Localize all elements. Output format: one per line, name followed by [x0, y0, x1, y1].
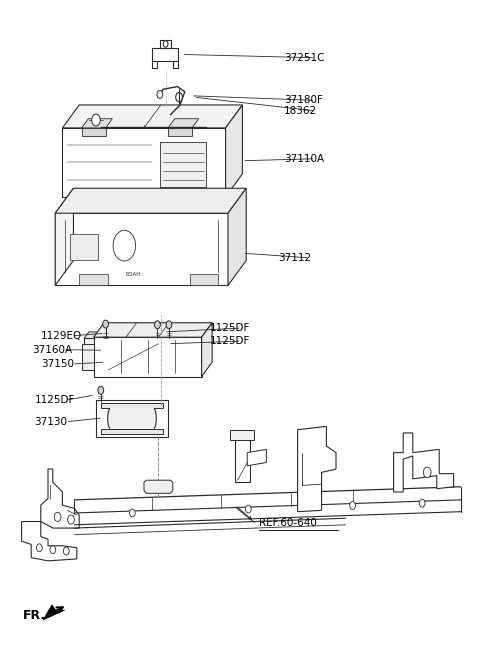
Circle shape	[176, 92, 182, 102]
Circle shape	[63, 547, 69, 555]
Polygon shape	[55, 188, 73, 285]
Polygon shape	[43, 605, 65, 620]
Polygon shape	[160, 40, 171, 48]
Text: FR.: FR.	[23, 609, 46, 622]
Text: EOAH: EOAH	[125, 272, 141, 277]
Circle shape	[157, 91, 163, 98]
Text: 37160A: 37160A	[32, 344, 72, 355]
Polygon shape	[62, 105, 242, 128]
Polygon shape	[22, 522, 77, 561]
Text: 18362: 18362	[284, 106, 317, 116]
Polygon shape	[228, 188, 246, 285]
Circle shape	[166, 321, 172, 329]
Circle shape	[163, 41, 168, 47]
Polygon shape	[298, 426, 336, 512]
Polygon shape	[168, 119, 199, 128]
Circle shape	[98, 386, 104, 394]
Circle shape	[420, 499, 425, 507]
Circle shape	[68, 515, 74, 524]
Text: 1125DF: 1125DF	[35, 395, 75, 405]
Polygon shape	[82, 119, 112, 128]
Polygon shape	[173, 61, 178, 68]
Ellipse shape	[108, 409, 113, 428]
Polygon shape	[84, 338, 110, 357]
Polygon shape	[202, 323, 212, 377]
Circle shape	[36, 544, 42, 552]
Text: 37251C: 37251C	[284, 52, 324, 63]
Text: 37150: 37150	[41, 359, 74, 369]
Bar	[82, 128, 106, 136]
Polygon shape	[152, 61, 157, 68]
Text: REF.60-640: REF.60-640	[259, 518, 317, 529]
Circle shape	[245, 505, 251, 513]
Circle shape	[155, 321, 160, 329]
Text: 1125DF: 1125DF	[210, 323, 251, 333]
Polygon shape	[152, 48, 178, 61]
Text: 37180F: 37180F	[284, 95, 323, 106]
Circle shape	[130, 509, 135, 517]
Text: 1129EQ: 1129EQ	[41, 331, 82, 341]
Polygon shape	[84, 332, 115, 338]
Text: 37110A: 37110A	[284, 154, 324, 164]
Text: 1125DF: 1125DF	[210, 336, 251, 346]
Bar	[70, 234, 98, 260]
Circle shape	[92, 114, 100, 126]
Polygon shape	[55, 213, 228, 285]
Circle shape	[423, 467, 431, 478]
Bar	[190, 274, 218, 285]
Bar	[79, 274, 108, 285]
Circle shape	[54, 512, 61, 522]
Polygon shape	[82, 344, 94, 370]
Bar	[160, 142, 206, 187]
Polygon shape	[230, 430, 254, 440]
Circle shape	[103, 320, 108, 328]
Polygon shape	[41, 469, 79, 528]
Polygon shape	[226, 105, 242, 197]
Polygon shape	[55, 188, 246, 213]
Polygon shape	[394, 433, 454, 492]
Circle shape	[113, 230, 135, 261]
Polygon shape	[62, 128, 226, 197]
Polygon shape	[94, 337, 202, 377]
Polygon shape	[144, 480, 173, 493]
Text: 37130: 37130	[35, 417, 68, 427]
Polygon shape	[247, 449, 266, 466]
Polygon shape	[94, 323, 212, 337]
Ellipse shape	[151, 409, 156, 428]
Polygon shape	[235, 436, 250, 482]
Bar	[168, 128, 192, 136]
Bar	[91, 344, 103, 352]
Circle shape	[50, 546, 56, 554]
Text: 37112: 37112	[278, 253, 312, 263]
Polygon shape	[101, 428, 163, 434]
Bar	[110, 409, 154, 428]
Circle shape	[350, 502, 356, 510]
Polygon shape	[101, 403, 163, 409]
